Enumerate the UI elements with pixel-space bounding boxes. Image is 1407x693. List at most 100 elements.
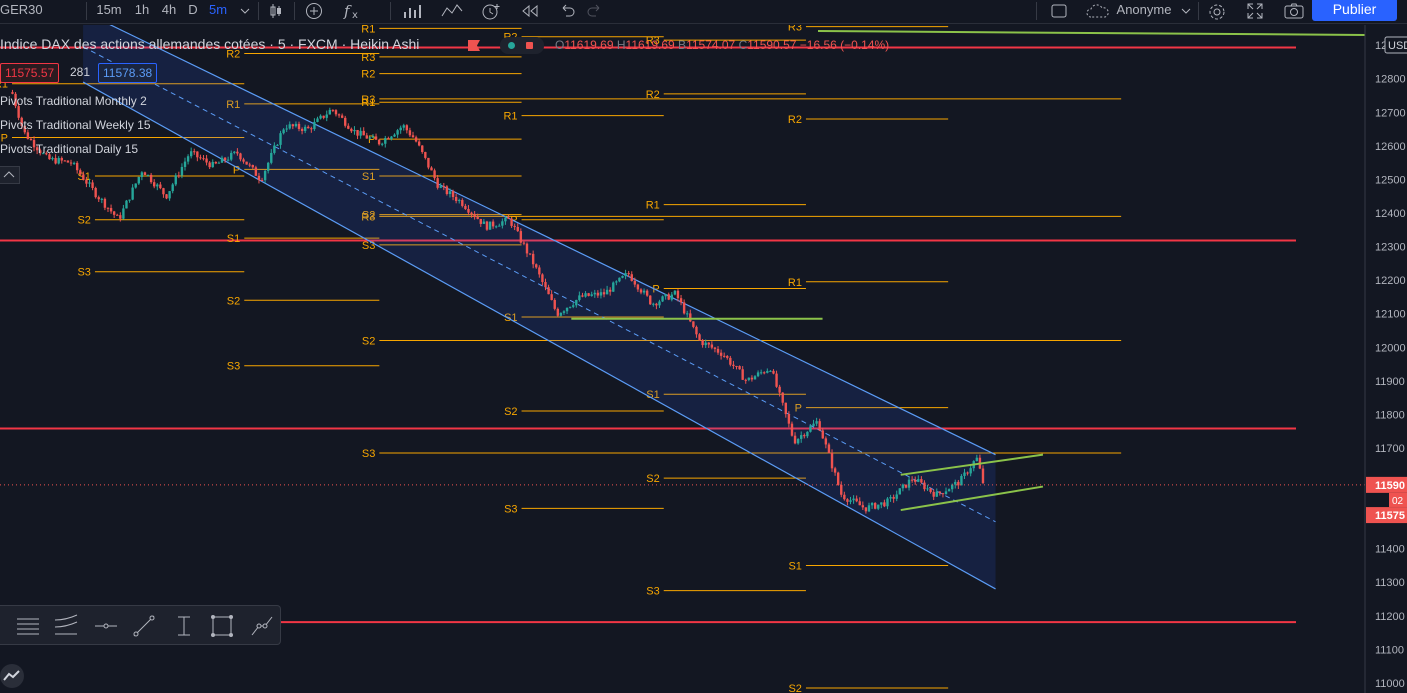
price-axis[interactable]: 1100011100112001130011400115001160011700… (1364, 25, 1407, 693)
interval-dropdown-chevron-icon[interactable] (237, 0, 253, 22)
horizontal-ray-icon[interactable] (92, 612, 120, 640)
candle-body (741, 369, 744, 380)
settings-gear-icon[interactable] (1204, 0, 1230, 22)
fullscreen-icon[interactable] (1242, 0, 1268, 22)
sell-price-button[interactable]: 11575.57 (0, 63, 60, 83)
open-value: 11619.69 (564, 38, 614, 52)
chart-templates-icon[interactable] (440, 0, 464, 22)
candle-body (424, 152, 427, 158)
candle-body (310, 128, 313, 130)
candle-body (464, 205, 467, 209)
candle-body (756, 372, 760, 377)
candle-body (134, 183, 137, 188)
interval-d[interactable]: D (188, 2, 198, 17)
curve-tool-icon[interactable] (52, 612, 80, 640)
candle-body (824, 438, 828, 445)
publish-button[interactable]: Publier (1312, 0, 1397, 21)
symbol-search-button[interactable]: GER30 (0, 2, 43, 17)
candle-body (282, 129, 285, 134)
interval-1h[interactable]: 1h (134, 2, 150, 17)
last-price-tag: 11590 (1375, 480, 1405, 492)
snapshot-camera-icon[interactable] (1280, 0, 1308, 22)
candle-body (319, 115, 322, 119)
tradingview-logo-icon[interactable] (0, 664, 24, 688)
candle-body (682, 302, 686, 314)
interval-15m[interactable]: 15m (96, 2, 122, 17)
indicator-pivots-weekly[interactable]: Pivots Traditional Weekly 15 (0, 118, 151, 132)
pivot-level-label: P (1, 132, 8, 144)
candle-body (621, 276, 624, 278)
candle-body (923, 482, 926, 490)
candle-body (233, 151, 236, 153)
collapse-legend-chevron-icon[interactable] (0, 166, 20, 184)
indicator-pivots-daily[interactable]: Pivots Traditional Daily 15 (0, 142, 138, 156)
price-chart[interactable]: R1PS1S2S3R2R1PS1S2S3R1R3R2R1PS1S2S3R2R1P… (0, 25, 1407, 693)
text-cursor-icon[interactable] (170, 612, 198, 640)
candle-body (818, 421, 821, 431)
regression-channel[interactable] (82, 25, 996, 590)
currency-label: USD (1388, 40, 1407, 52)
price-tick-label: 12200 (1375, 275, 1406, 287)
trend-line-icon[interactable] (130, 612, 158, 640)
pivot-level-label: R1 (503, 111, 517, 123)
interval-4h[interactable]: 4h (161, 2, 177, 17)
candle-body (362, 130, 365, 136)
candle-body (303, 126, 307, 131)
price-tick-label: 11400 (1375, 544, 1405, 556)
candle-body (861, 505, 865, 508)
price-tick-label: 12800 (1375, 74, 1406, 86)
candle-body (880, 502, 883, 505)
spread-value: 281 (70, 65, 91, 79)
indicator-pivots-monthly[interactable]: Pivots Traditional Monthly 2 (0, 94, 147, 108)
candle-body (384, 138, 387, 144)
candle-body (698, 334, 701, 341)
market-status-icon[interactable] (500, 37, 544, 54)
candle-body (954, 481, 957, 485)
candle-body (266, 162, 270, 171)
layout-name[interactable]: Anonyme (1116, 2, 1172, 17)
pivot-level-label: S2 (646, 473, 659, 485)
candle-body (189, 151, 193, 157)
lines-tool-icon[interactable] (14, 612, 42, 640)
last-price-tag-background (1366, 476, 1407, 493)
interval-5m[interactable]: 5m (208, 2, 228, 17)
channel-upper-line (109, 25, 996, 456)
price-tick-label: 11800 (1375, 409, 1405, 421)
rectangle-tool-icon[interactable] (208, 612, 236, 640)
candle-body (263, 170, 267, 181)
legend-title[interactable]: Indice DAX des actions allemandes cotées… (0, 36, 420, 52)
currency-badge (1384, 36, 1407, 54)
layout-chevron-down-icon[interactable] (1178, 0, 1194, 22)
candle-body (347, 125, 350, 129)
buy-price-button[interactable]: 11578.38 (98, 63, 158, 83)
candle-body (775, 373, 778, 387)
high-value: 11619.69 (625, 38, 675, 52)
candle-body (325, 114, 328, 118)
flag-icon[interactable] (468, 40, 480, 51)
pivot-level-label: S1 (788, 560, 801, 572)
path-tool-icon[interactable] (248, 612, 276, 640)
redo-icon[interactable] (584, 0, 606, 22)
candle-style-icon[interactable] (266, 0, 288, 22)
fullscreen-box-icon[interactable] (1048, 0, 1070, 22)
pivot-level-label: S1 (646, 389, 659, 401)
candle-body (738, 366, 741, 370)
trend-drawings[interactable] (0, 30, 1367, 512)
candle-body (914, 479, 917, 482)
candle-body (177, 175, 181, 177)
candle-body (494, 226, 498, 228)
candle-body (590, 294, 593, 296)
candle-body (112, 211, 116, 215)
financials-bar-icon[interactable] (400, 0, 424, 22)
candle-body (205, 158, 208, 163)
alert-clock-icon[interactable] (478, 0, 504, 22)
compare-add-icon[interactable] (302, 0, 326, 22)
candle-body (122, 208, 125, 219)
replay-icon[interactable] (518, 0, 542, 22)
candle-body (414, 137, 418, 142)
candle-body (230, 152, 233, 160)
undo-icon[interactable] (556, 0, 578, 22)
pivot-level-label: R2 (226, 49, 240, 61)
